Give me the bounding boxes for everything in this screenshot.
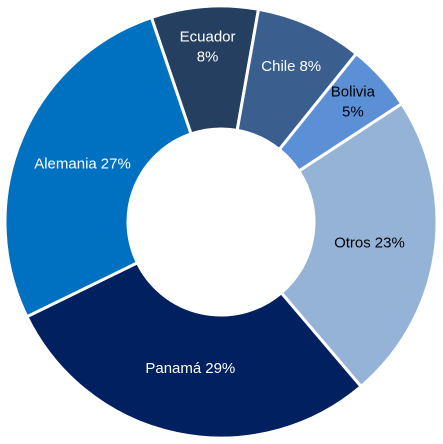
slice	[279, 101, 439, 389]
category-label: Bolivia	[331, 83, 376, 100]
category-label: Otros	[334, 234, 371, 251]
slice-label: Bolivia 5%	[331, 83, 376, 120]
value-label: 5%	[342, 103, 364, 120]
slice-label: Chile 8%	[261, 58, 321, 75]
slice	[24, 260, 364, 440]
category-label: Chile	[261, 58, 295, 75]
category-label: Ecuador	[180, 28, 236, 45]
category-label: Panamá	[145, 360, 202, 377]
slice-label: Ecuador 8%	[180, 28, 236, 65]
value-label: 29%	[205, 360, 235, 377]
value-label: 8%	[197, 48, 219, 65]
slice	[3, 15, 193, 319]
category-label: Alemania	[34, 155, 97, 172]
value-label: 23%	[375, 234, 405, 251]
value-label: 27%	[101, 155, 131, 172]
slice-label: Otros 23%	[334, 234, 405, 251]
slice-label: Alemania 27%	[34, 155, 131, 172]
slice-label: Panamá 29%	[145, 360, 235, 377]
value-label: 8%	[299, 58, 321, 75]
